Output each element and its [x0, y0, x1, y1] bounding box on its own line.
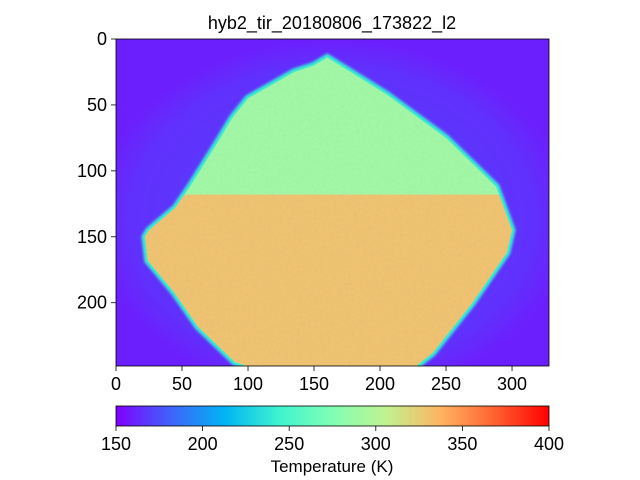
colorbar-tick-label: 350	[447, 434, 477, 454]
y-axis: 0 50 100 150 200	[77, 29, 116, 313]
x-tick-label: 100	[233, 374, 263, 394]
y-tick-label: 50	[87, 95, 107, 115]
heatmap-axes: 0 50 100 150 200 250 300 0 50 100 150 200	[77, 29, 550, 394]
colorbar-tick-label: 150	[101, 434, 131, 454]
x-tick-label: 50	[172, 374, 192, 394]
x-tick-label: 150	[299, 374, 329, 394]
x-tick-label: 0	[111, 374, 121, 394]
colorbar-tick-label: 200	[188, 434, 218, 454]
x-tick-label: 200	[365, 374, 395, 394]
x-tick-label: 300	[497, 374, 527, 394]
colorbar-tick-label: 250	[274, 434, 304, 454]
y-tick-label: 0	[97, 29, 107, 49]
colorbar: 150 200 250 300 350 400 Temperature (K)	[101, 405, 564, 476]
colorbar-label: Temperature (K)	[271, 457, 394, 476]
x-axis: 0 50 100 150 200 250 300	[111, 366, 527, 394]
colorbar-tick-label: 400	[534, 434, 564, 454]
colorbar-ticks: 150 200 250 300 350 400	[101, 426, 564, 454]
colorbar-gradient	[115, 405, 550, 427]
y-tick-label: 150	[77, 227, 107, 247]
x-tick-label: 250	[431, 374, 461, 394]
axes-frame	[115, 38, 550, 367]
y-tick-label: 100	[77, 161, 107, 181]
chart-title: hyb2_tir_20180806_173822_l2	[208, 13, 456, 34]
y-tick-label: 200	[77, 293, 107, 313]
colorbar-tick-label: 300	[361, 434, 391, 454]
